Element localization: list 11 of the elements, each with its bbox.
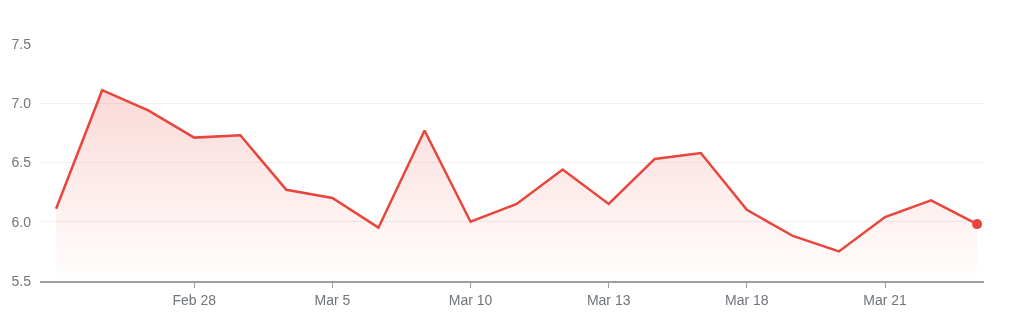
y-tick-label: 6.5 xyxy=(11,154,32,171)
x-tick-label: Mar 5 xyxy=(314,291,351,308)
x-tick-label: Mar 10 xyxy=(448,291,493,308)
y-tick-label: 7.0 xyxy=(11,95,32,112)
y-tick-label: 6.0 xyxy=(11,213,32,230)
x-tick-label: Mar 13 xyxy=(586,291,631,308)
y-tick-label: 7.5 xyxy=(11,35,32,52)
x-tick-label: Feb 28 xyxy=(172,291,217,308)
x-tick-label: Mar 21 xyxy=(863,291,907,308)
y-tick-label: 5.5 xyxy=(11,272,32,289)
x-tick-label: Mar 18 xyxy=(725,291,769,308)
